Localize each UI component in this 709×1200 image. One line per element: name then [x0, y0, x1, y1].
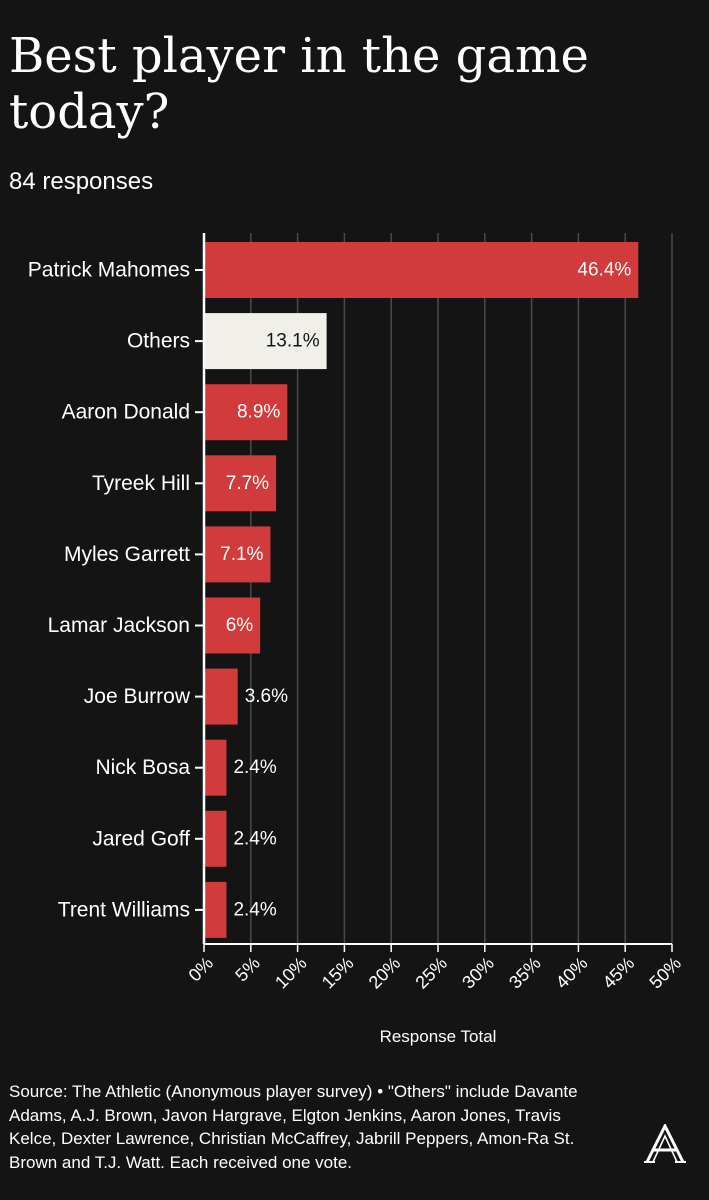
category-label: Aaron Donald [62, 401, 190, 424]
bar [204, 526, 271, 583]
category-label: Others [127, 330, 190, 353]
bar [204, 739, 227, 796]
category-label: Trent Williams [58, 898, 190, 921]
bar [204, 313, 327, 370]
source-note: Source: The Athletic (Anonymous player s… [9, 1082, 578, 1172]
data-label: 8.9% [237, 402, 280, 423]
category-label: Tyreek Hill [92, 472, 190, 495]
x-tick-label: 10% [271, 953, 311, 993]
the-athletic-logo-icon [644, 1124, 686, 1163]
data-label: 3.6% [245, 686, 288, 707]
bar [204, 242, 639, 298]
bar [204, 881, 227, 938]
x-tick-label: 35% [505, 953, 545, 993]
data-label: 2.4% [233, 899, 276, 920]
category-label: Jared Goff [92, 827, 190, 850]
data-label: 2.4% [233, 828, 276, 849]
bar [204, 384, 288, 441]
category-label: Joe Burrow [84, 685, 191, 708]
data-label: 7.1% [220, 544, 263, 565]
bar [204, 810, 227, 867]
chart-title: Best player in the game today? [9, 28, 589, 140]
x-tick-label: 50% [645, 953, 685, 993]
bar [204, 455, 277, 512]
x-tick-label: 20% [365, 953, 405, 993]
data-label: 13.1% [266, 331, 320, 352]
x-tick-label: 5% [231, 953, 264, 986]
bar [204, 597, 261, 654]
category-label: Lamar Jackson [48, 614, 190, 637]
data-label: 6% [226, 615, 254, 636]
category-label: Patrick Mahomes [28, 259, 190, 282]
bar [204, 668, 238, 725]
x-tick-label: 0% [185, 953, 218, 986]
x-tick-label: 25% [411, 953, 451, 993]
data-label: 2.4% [233, 757, 276, 778]
category-label: Nick Bosa [95, 756, 190, 779]
category-label: Myles Garrett [64, 543, 190, 566]
chart-subtitle: 84 responses [9, 168, 154, 195]
x-tick-label: 15% [318, 953, 358, 993]
bar-chart: Patrick Mahomes 46.4% Others 13.1% Aaron Don… [28, 233, 685, 1046]
x-tick-label: 45% [599, 953, 639, 993]
x-tick-label: 30% [458, 953, 498, 993]
data-label: 7.7% [226, 473, 269, 494]
x-tick-label: 40% [552, 953, 592, 993]
data-label: 46.4% [577, 260, 631, 281]
x-axis-title: Response Total [380, 1027, 497, 1046]
